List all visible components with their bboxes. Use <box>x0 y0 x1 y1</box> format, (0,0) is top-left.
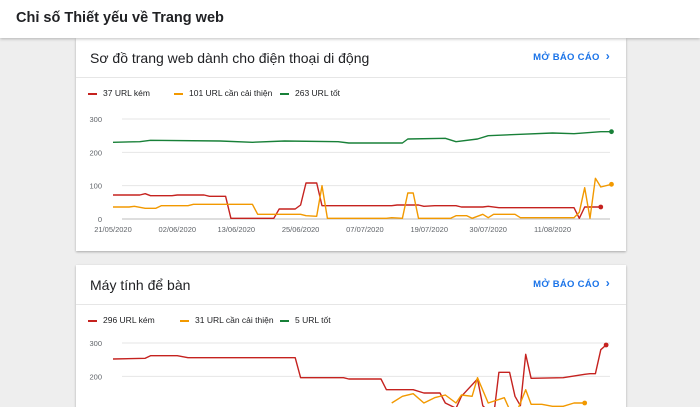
legend-item-poor[interactable]: 37 URL kém <box>88 88 150 98</box>
open-report-label: MỞ BÁO CÁO <box>533 52 600 63</box>
legend-swatch-green <box>280 319 289 322</box>
y-tick-label: 100 <box>89 182 102 191</box>
page-title: Chỉ số Thiết yếu về Trang web <box>16 10 224 26</box>
open-report-button[interactable]: MỞ BÁO CÁO › <box>533 276 610 290</box>
card-header: Máy tính để bàn MỞ BÁO CÁO › <box>76 265 626 305</box>
y-tick-label: 200 <box>89 148 102 157</box>
series-line <box>112 131 612 144</box>
y-tick-label: 200 <box>89 372 102 381</box>
series-end-point <box>582 400 588 406</box>
y-tick-label: 300 <box>89 115 102 124</box>
series-end-point <box>609 129 614 135</box>
x-tick-label: 19/07/2020 <box>410 225 448 234</box>
chevron-right-icon: › <box>605 49 610 63</box>
legend-swatch-orange <box>180 319 189 322</box>
series-line <box>112 344 607 407</box>
legend-item-needs-improvement[interactable]: 31 URL cần cải thiện <box>180 315 274 325</box>
series-line <box>113 182 601 219</box>
legend-item-good[interactable]: 5 URL tốt <box>280 315 331 325</box>
x-tick-label: 13/06/2020 <box>218 225 256 234</box>
open-report-button[interactable]: MỞ BÁO CÁO › <box>533 49 610 63</box>
x-tick-label: 02/06/2020 <box>159 225 197 234</box>
legend-label: 37 URL kém <box>103 88 150 98</box>
x-tick-label: 11/08/2020 <box>534 225 571 234</box>
x-tick-label: 30/07/2020 <box>469 225 507 234</box>
top-app-bar: Chỉ số Thiết yếu về Trang web <box>0 0 700 38</box>
desktop-chart[interactable]: 200 300 <box>76 333 626 407</box>
legend-swatch-orange <box>174 92 183 95</box>
legend-label: 101 URL cần cải thiện <box>189 88 273 98</box>
card-title: Máy tính để bàn <box>90 277 191 293</box>
legend-item-good[interactable]: 263 URL tốt <box>280 88 340 98</box>
card-header: Sơ đồ trang web dành cho điện thoại di đ… <box>76 38 626 78</box>
legend-swatch-red <box>88 92 97 95</box>
legend-swatch-red <box>88 319 97 322</box>
mobile-sitemap-card: Sơ đồ trang web dành cho điện thoại di đ… <box>76 38 626 251</box>
legend-label: 31 URL cần cải thiện <box>195 315 274 325</box>
series-line <box>391 377 585 407</box>
legend-label: 5 URL tốt <box>295 315 331 325</box>
y-tick-label: 300 <box>89 339 102 348</box>
legend-swatch-green <box>280 92 289 95</box>
legend-item-needs-improvement[interactable]: 101 URL cần cải thiện <box>174 88 272 98</box>
series-end-point <box>598 204 604 210</box>
chevron-right-icon: › <box>605 276 610 290</box>
mobile-chart[interactable]: 0 100 200 300 21/05/2020 02/06/2020 13/06/2020… <box>76 106 626 236</box>
open-report-label: MỞ BÁO CÁO <box>533 279 600 290</box>
series-end-point <box>609 181 614 187</box>
series-line <box>113 177 612 219</box>
legend-label: 296 URL kém <box>103 315 155 325</box>
desktop-card: Máy tính để bàn MỞ BÁO CÁO › 296 URL kém … <box>76 265 626 407</box>
y-tick-label: 0 <box>98 215 102 224</box>
x-tick-label: 07/07/2020 <box>346 225 384 234</box>
series-end-point <box>603 342 609 348</box>
legend-label: 263 URL tốt <box>295 88 341 98</box>
legend-item-poor[interactable]: 296 URL kém <box>88 315 155 325</box>
x-tick-label: 25/06/2020 <box>282 225 320 234</box>
x-tick-label: 21/05/2020 <box>94 225 132 234</box>
card-title: Sơ đồ trang web dành cho điện thoại di đ… <box>90 50 370 66</box>
